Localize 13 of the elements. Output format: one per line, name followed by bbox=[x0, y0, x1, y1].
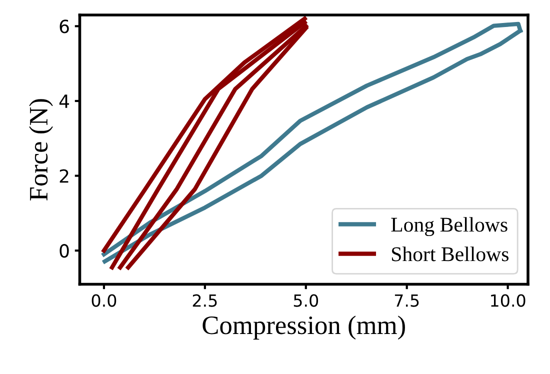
x-axis-title: Compression (mm) bbox=[202, 316, 405, 340]
legend-label: Long Bellows bbox=[391, 217, 508, 236]
y-axis-title: Force (N) bbox=[29, 99, 53, 200]
y-tick-label: 4 bbox=[59, 94, 70, 108]
x-tick-label: 0.0 bbox=[92, 294, 116, 307]
y-tick-label: 2 bbox=[60, 169, 68, 183]
x-tick-label: 2.5 bbox=[192, 294, 217, 307]
y-tick-label: 0 bbox=[60, 244, 69, 258]
x-tick-label: 7.5 bbox=[394, 294, 419, 307]
legend-label: Short Bellows bbox=[392, 246, 508, 262]
x-tick-label: 10.0 bbox=[491, 294, 526, 307]
x-tick-label: 5.0 bbox=[294, 294, 318, 307]
y-tick-label: 6 bbox=[60, 20, 69, 34]
